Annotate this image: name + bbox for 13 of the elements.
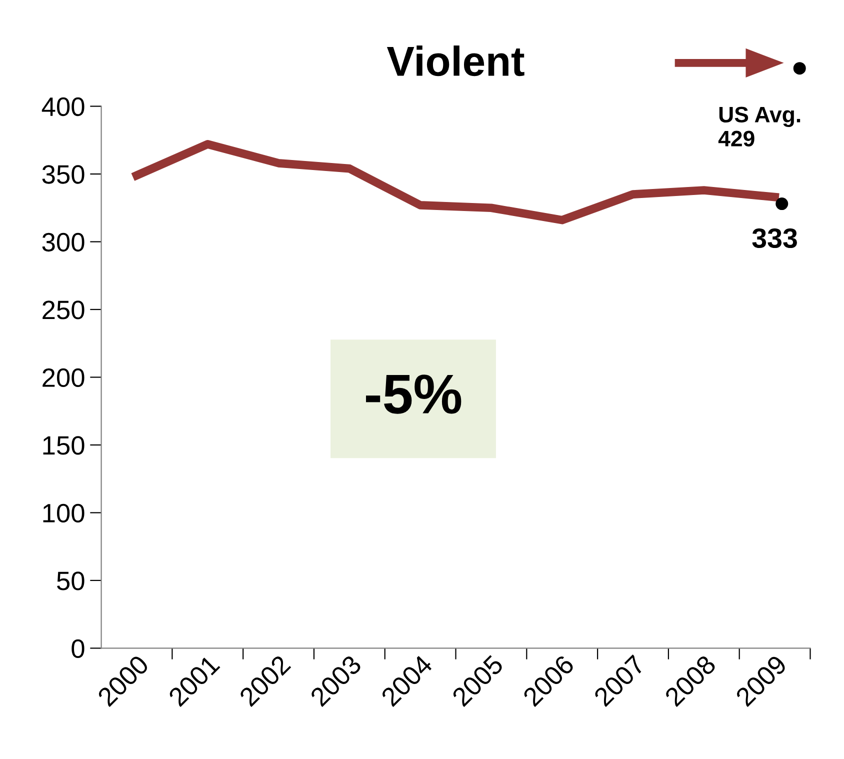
annotation: US Avg. 429 [718,106,800,147]
y-tick-label: 50 [57,572,84,590]
annotation: 333 [752,228,797,248]
y-tick-label: 0 [72,639,84,658]
y-tick-label: 100 [43,504,84,523]
y-tick-label: 150 [43,436,84,455]
annotation: -5% [366,374,462,414]
y-tick-label: 400 [42,97,84,116]
chart-title: Violent [386,46,524,76]
y-tick-label: 200 [42,368,84,388]
y-tick-label: 250 [42,300,84,320]
y-tick-label: 300 [42,232,84,252]
y-tick-label: 350 [42,165,84,184]
